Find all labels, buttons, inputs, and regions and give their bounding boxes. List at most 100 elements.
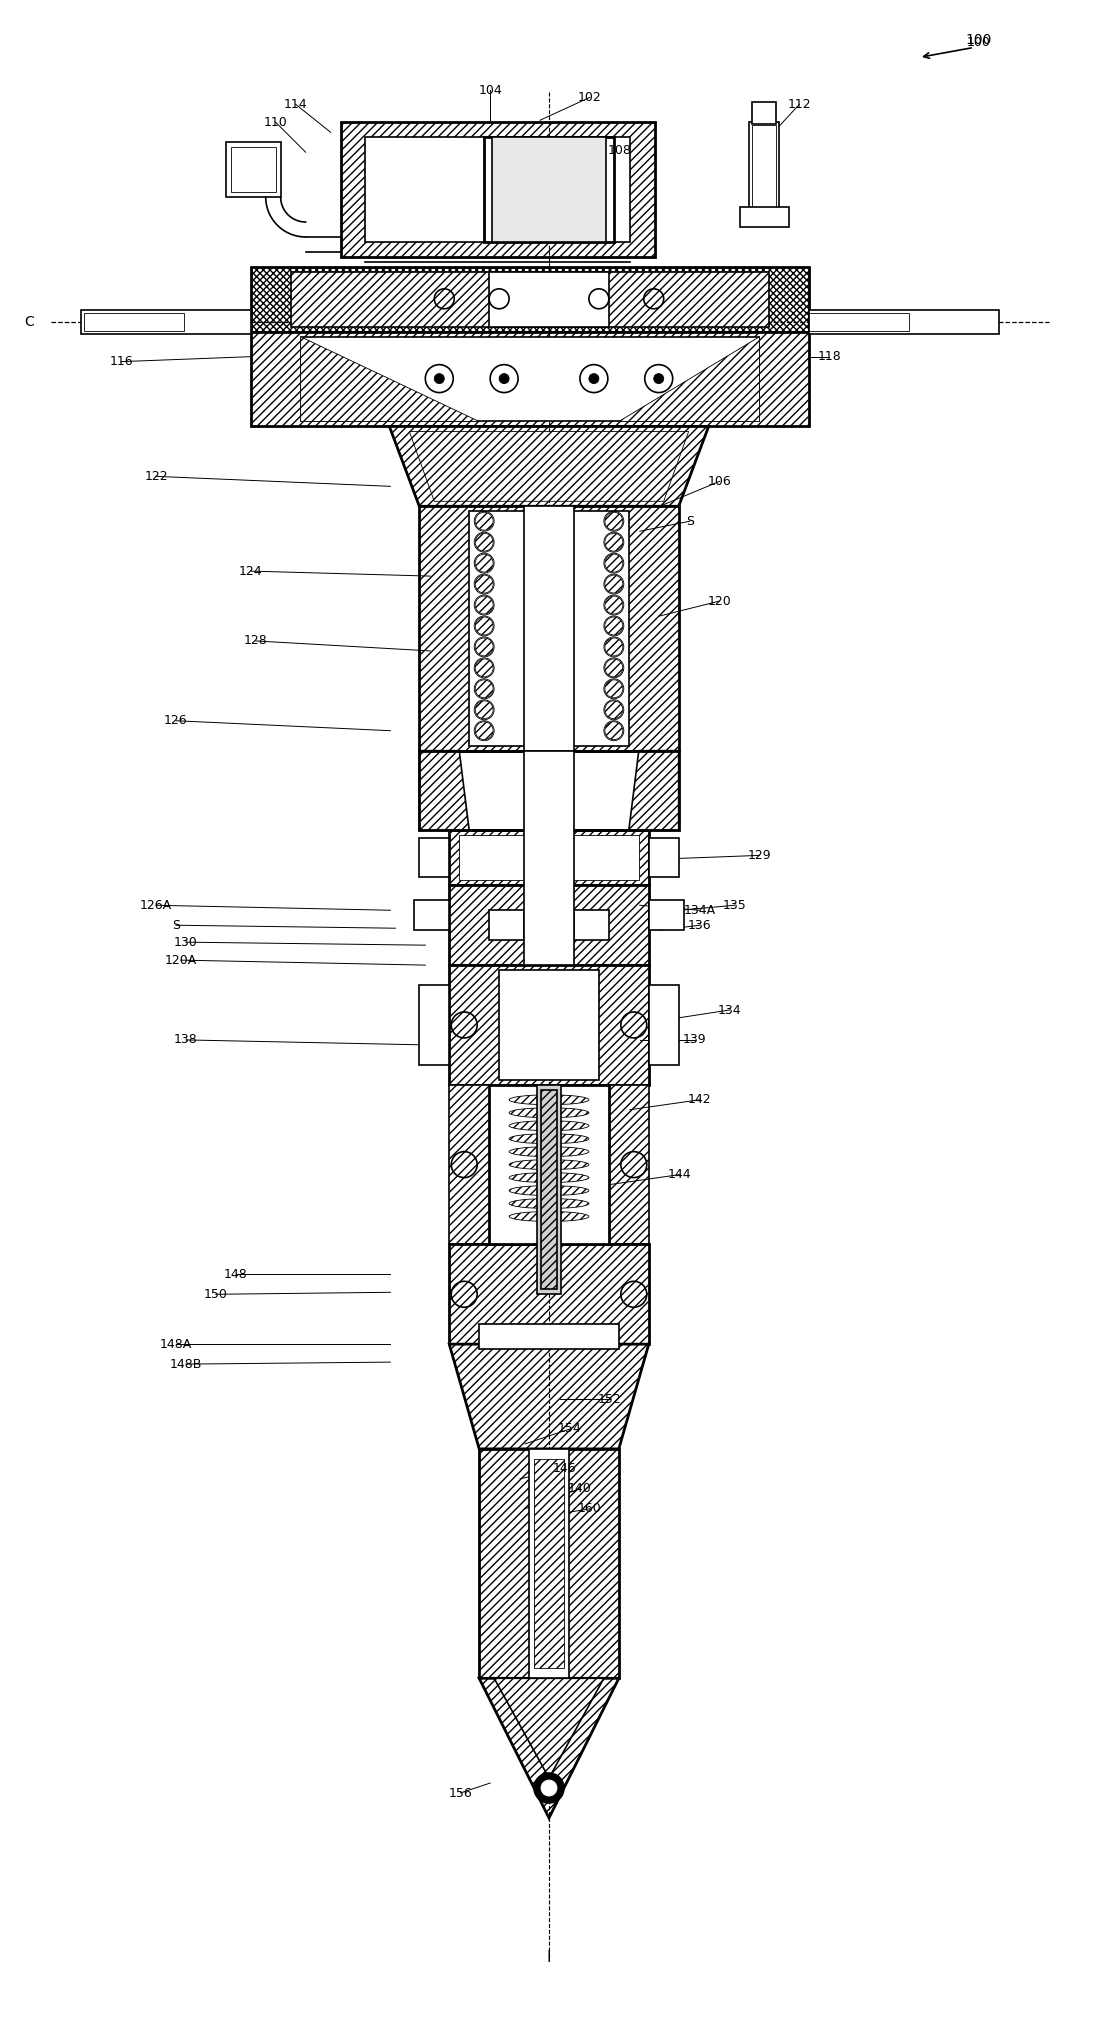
Ellipse shape [475,679,493,698]
Bar [489,1086,609,1244]
Bar [251,267,809,332]
Text: 112: 112 [788,97,811,111]
Text: 142: 142 [688,1094,711,1106]
Text: 108: 108 [608,144,632,156]
Bar [529,1450,569,1678]
Text: S: S [171,918,180,932]
Bar [231,148,276,192]
Text: 104: 104 [478,83,502,97]
Polygon shape [389,427,709,506]
Text: C: C [24,315,34,330]
Ellipse shape [475,702,493,718]
Ellipse shape [509,1146,589,1157]
Text: 148B: 148B [169,1357,202,1371]
Text: 140: 140 [568,1482,591,1496]
Text: 129: 129 [747,849,771,861]
Ellipse shape [509,1199,589,1209]
Bar [459,835,639,880]
Bar [449,831,648,886]
Text: 126A: 126A [140,898,173,912]
Ellipse shape [509,1108,589,1118]
Bar [534,1458,564,1668]
Bar [420,506,679,750]
Text: 148: 148 [224,1268,247,1280]
Ellipse shape [509,1185,589,1195]
Bar [479,1450,619,1678]
Text: 120: 120 [708,594,732,607]
Circle shape [589,374,599,384]
Bar [449,1244,648,1345]
Bar [489,910,609,940]
Text: 138: 138 [174,1033,198,1047]
Bar [750,121,779,212]
Bar [809,309,999,334]
Polygon shape [449,1345,648,1450]
Polygon shape [629,750,679,831]
Ellipse shape [475,534,493,552]
Text: 130: 130 [174,936,198,948]
Text: 120A: 120A [165,954,197,967]
Bar [648,985,679,1066]
Polygon shape [495,1678,603,1777]
Ellipse shape [604,722,623,740]
Ellipse shape [604,554,623,572]
Text: 118: 118 [818,350,841,364]
Bar [740,206,789,226]
Ellipse shape [475,722,493,740]
Bar [499,971,599,1080]
Text: 146: 146 [553,1462,577,1476]
Polygon shape [301,338,479,421]
Ellipse shape [509,1134,589,1144]
Bar [225,142,280,196]
Text: 110: 110 [264,115,288,129]
Ellipse shape [509,1094,589,1104]
Bar [449,964,648,1086]
Text: 148A: 148A [159,1339,192,1351]
Bar [414,900,449,930]
Bar [449,886,648,964]
Text: 144: 144 [668,1169,691,1181]
Circle shape [534,1773,564,1804]
Bar [420,985,449,1066]
Text: 135: 135 [723,898,746,912]
Text: 102: 102 [578,91,602,103]
Ellipse shape [475,617,493,635]
Bar [469,512,629,746]
Text: 156: 156 [448,1787,473,1800]
Circle shape [654,374,664,384]
Ellipse shape [604,659,623,677]
Polygon shape [619,338,759,421]
Bar [489,271,609,328]
Bar [420,839,449,878]
Ellipse shape [604,702,623,718]
Ellipse shape [475,574,493,592]
Bar [85,313,184,332]
Text: 122: 122 [144,469,168,483]
Polygon shape [479,1678,619,1818]
Bar [489,1086,609,1244]
Text: I: I [546,1949,552,1965]
Ellipse shape [475,512,493,530]
Bar [366,137,630,243]
Ellipse shape [604,617,623,635]
Bar [648,839,679,878]
Bar [420,750,679,831]
Ellipse shape [509,1211,589,1221]
Text: S: S [686,516,693,528]
Text: 139: 139 [682,1033,707,1047]
Ellipse shape [604,639,623,655]
Ellipse shape [509,1120,589,1130]
Bar [479,1324,619,1349]
Ellipse shape [604,596,623,615]
Text: 100: 100 [966,34,992,47]
Bar [492,137,606,243]
Polygon shape [420,750,469,831]
Bar [753,103,776,123]
Text: 160: 160 [578,1502,602,1514]
Bar [251,332,809,427]
Bar [809,313,909,332]
Bar [301,338,759,421]
Text: 126: 126 [164,714,188,728]
Ellipse shape [604,679,623,698]
Ellipse shape [604,574,623,592]
